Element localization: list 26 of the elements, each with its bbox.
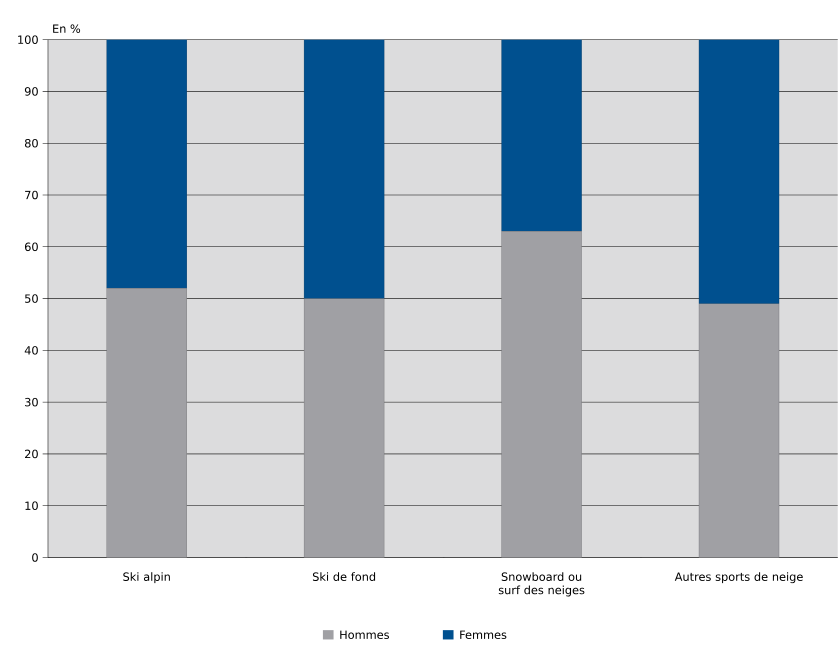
x-tick-label: Snowboard ou surf des neiges [498,572,584,597]
bar [698,304,780,558]
y-tick-label: 70 [25,190,38,200]
y-tick-label: 60 [24,242,38,252]
x-tick-label: Ski de fond [312,572,376,582]
bar [106,40,187,289]
y-tick-label: 40 [24,346,38,355]
y-tick-label: 50 [25,294,38,303]
x-tick-label: Ski alpin [123,572,170,584]
y-tick-label: 20 [25,450,38,458]
y-tick-label: 10 [25,502,38,510]
bar [501,231,582,558]
y-axis-title: En % [53,24,80,34]
x-tick-label: Autres sports de neige [674,572,803,584]
bar [106,288,187,558]
y-tick-label: 30 [25,398,38,407]
legend-label: Hommes [340,630,390,640]
bar [501,40,582,232]
legend-label: Femmes [460,630,506,640]
y-tick-label: 80 [24,139,38,148]
bar [304,40,384,299]
y-tick-label: 100 [18,35,38,44]
bar [698,40,780,304]
bar [304,298,384,558]
y-tick-label: 90 [24,87,38,96]
y-tick-label: 0 [32,553,38,562]
